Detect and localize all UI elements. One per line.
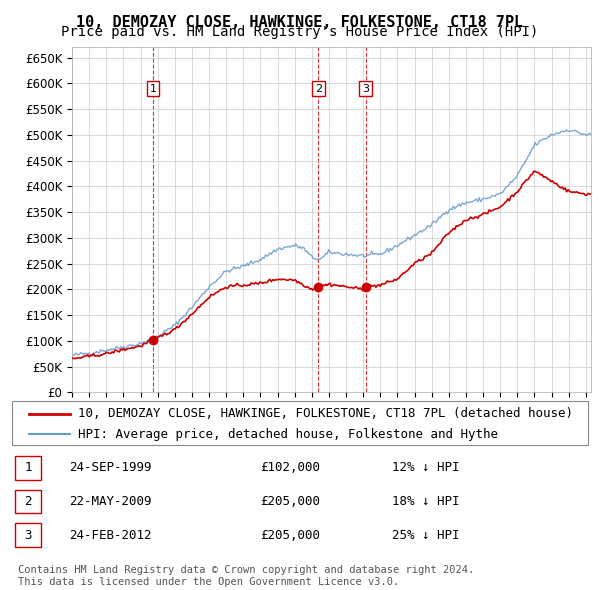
Text: 3: 3	[24, 529, 32, 542]
Text: 12% ↓ HPI: 12% ↓ HPI	[392, 461, 460, 474]
Text: 10, DEMOZAY CLOSE, HAWKINGE, FOLKESTONE, CT18 7PL (detached house): 10, DEMOZAY CLOSE, HAWKINGE, FOLKESTONE,…	[78, 407, 573, 420]
Text: 25% ↓ HPI: 25% ↓ HPI	[392, 529, 460, 542]
Bar	[15, 523, 41, 547]
Text: 1: 1	[24, 461, 32, 474]
Text: Price paid vs. HM Land Registry's House Price Index (HPI): Price paid vs. HM Land Registry's House …	[61, 25, 539, 39]
Text: 1: 1	[149, 84, 157, 94]
Text: £205,000: £205,000	[260, 495, 320, 508]
Text: 24-SEP-1999: 24-SEP-1999	[70, 461, 152, 474]
Text: 2: 2	[315, 84, 322, 94]
Bar	[15, 490, 41, 513]
Text: HPI: Average price, detached house, Folkestone and Hythe: HPI: Average price, detached house, Folk…	[78, 428, 498, 441]
Text: 22-MAY-2009: 22-MAY-2009	[70, 495, 152, 508]
Text: 10, DEMOZAY CLOSE, HAWKINGE, FOLKESTONE, CT18 7PL: 10, DEMOZAY CLOSE, HAWKINGE, FOLKESTONE,…	[76, 15, 524, 30]
Text: 2: 2	[24, 495, 32, 508]
Bar	[15, 456, 41, 480]
Text: 3: 3	[362, 84, 369, 94]
Text: £102,000: £102,000	[260, 461, 320, 474]
Text: 18% ↓ HPI: 18% ↓ HPI	[392, 495, 460, 508]
Text: Contains HM Land Registry data © Crown copyright and database right 2024.
This d: Contains HM Land Registry data © Crown c…	[18, 565, 474, 587]
Text: 24-FEB-2012: 24-FEB-2012	[70, 529, 152, 542]
Text: £205,000: £205,000	[260, 529, 320, 542]
